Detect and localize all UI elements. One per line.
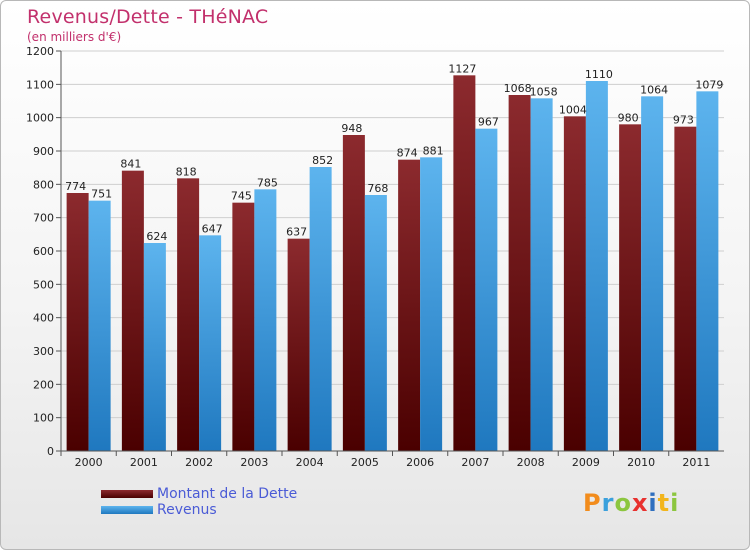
y-tick-label-200: 200	[33, 378, 54, 391]
bar-dette-2002	[177, 178, 200, 452]
legend-swatch-revenus	[101, 506, 153, 514]
value-label-revenus-2000: 751	[91, 188, 112, 201]
legend-label-revenus: Revenus	[157, 502, 217, 518]
value-label-revenus-2004: 852	[312, 154, 333, 167]
y-tick-label-500: 500	[33, 278, 54, 291]
y-tick-label-400: 400	[33, 312, 54, 325]
bar-dette-2010	[619, 124, 642, 451]
x-tick-label-2001: 2001	[130, 456, 158, 469]
brand-letter: i	[670, 489, 680, 517]
bar-revenus-2008	[530, 98, 553, 451]
legend-label-dette: Montant de la Dette	[157, 486, 298, 502]
bar-dette-2005	[342, 135, 365, 451]
brand-letter: x	[631, 489, 649, 517]
y-tick-label-800: 800	[33, 178, 54, 191]
value-label-dette-2009: 1004	[559, 103, 587, 116]
bar-revenus-2006	[420, 157, 443, 452]
bar-dette-2004	[287, 238, 310, 451]
chart-subtitle: (en milliers d'€)	[27, 30, 122, 44]
bar-revenus-2010	[641, 96, 664, 451]
bar-revenus-2000	[88, 200, 111, 451]
x-tick-label-2006: 2006	[406, 456, 434, 469]
bar-dette-2003	[232, 202, 255, 451]
value-label-dette-2008: 1068	[504, 82, 532, 95]
brand-letter: P	[583, 489, 602, 517]
bar-revenus-2011	[696, 91, 719, 451]
value-label-dette-2011: 973	[673, 114, 694, 127]
bar-dette-2006	[398, 159, 421, 451]
y-tick-label-1200: 1200	[26, 45, 54, 58]
bar-dette-2011	[674, 126, 697, 452]
chart-title: Revenus/Dette - THéNAC	[27, 6, 269, 28]
value-label-dette-2003: 745	[231, 190, 252, 203]
y-tick-label-1000: 1000	[26, 112, 54, 125]
value-label-revenus-2010: 1064	[640, 83, 668, 96]
y-tick-label-900: 900	[33, 145, 54, 158]
y-tick-label-1100: 1100	[26, 78, 54, 91]
legend-swatch-dette	[101, 490, 153, 498]
brand-letter: o	[614, 489, 632, 517]
value-label-revenus-2008: 1058	[530, 85, 558, 98]
brand-letter: t	[657, 489, 671, 517]
value-label-revenus-2011: 1079	[695, 78, 723, 91]
y-tick-label-300: 300	[33, 345, 54, 358]
bar-revenus-2007	[475, 128, 498, 451]
x-tick-label-2008: 2008	[517, 456, 545, 469]
x-tick-label-2009: 2009	[572, 456, 600, 469]
value-label-revenus-2006: 881	[423, 144, 444, 157]
value-label-revenus-2005: 768	[367, 182, 388, 195]
bar-revenus-2005	[364, 195, 387, 451]
value-label-dette-2001: 841	[120, 158, 141, 171]
bar-dette-2001	[121, 170, 144, 451]
value-label-dette-2010: 980	[618, 111, 639, 124]
bar-revenus-2001	[143, 243, 166, 451]
x-tick-label-2005: 2005	[351, 456, 379, 469]
y-tick-label-700: 700	[33, 212, 54, 225]
y-tick-label-600: 600	[33, 245, 54, 258]
bar-revenus-2003	[254, 189, 277, 452]
bar-dette-2007	[453, 75, 476, 451]
bar-revenus-2002	[199, 235, 222, 451]
bar-dette-2000	[66, 193, 89, 451]
bar-revenus-2004	[309, 167, 332, 451]
x-tick-label-2011: 2011	[682, 456, 710, 469]
value-label-dette-2005: 948	[341, 122, 362, 135]
bar-revenus-2009	[585, 81, 608, 451]
x-tick-label-2003: 2003	[240, 456, 268, 469]
value-label-revenus-2003: 785	[257, 176, 278, 189]
x-tick-label-2004: 2004	[296, 456, 324, 469]
value-label-dette-2004: 637	[286, 226, 307, 239]
value-label-revenus-2001: 624	[146, 230, 167, 243]
brand-letter: i	[648, 489, 658, 517]
value-label-dette-2002: 818	[176, 165, 197, 178]
y-tick-label-0: 0	[47, 445, 54, 458]
x-tick-label-2002: 2002	[185, 456, 213, 469]
bar-dette-2009	[563, 116, 586, 451]
brand-letter: r	[601, 489, 615, 517]
value-label-dette-2006: 874	[397, 147, 418, 160]
bar-dette-2008	[508, 95, 531, 451]
x-tick-label-2000: 2000	[75, 456, 103, 469]
value-label-revenus-2002: 647	[202, 222, 223, 235]
value-label-revenus-2009: 1110	[585, 68, 613, 81]
y-tick-label-100: 100	[33, 412, 54, 425]
x-tick-label-2007: 2007	[461, 456, 489, 469]
value-label-dette-2000: 774	[65, 180, 86, 193]
value-label-revenus-2007: 967	[478, 116, 499, 129]
x-tick-label-2010: 2010	[627, 456, 655, 469]
value-label-dette-2007: 1127	[448, 62, 476, 75]
proxiti-logo: Proxiti	[583, 489, 679, 517]
